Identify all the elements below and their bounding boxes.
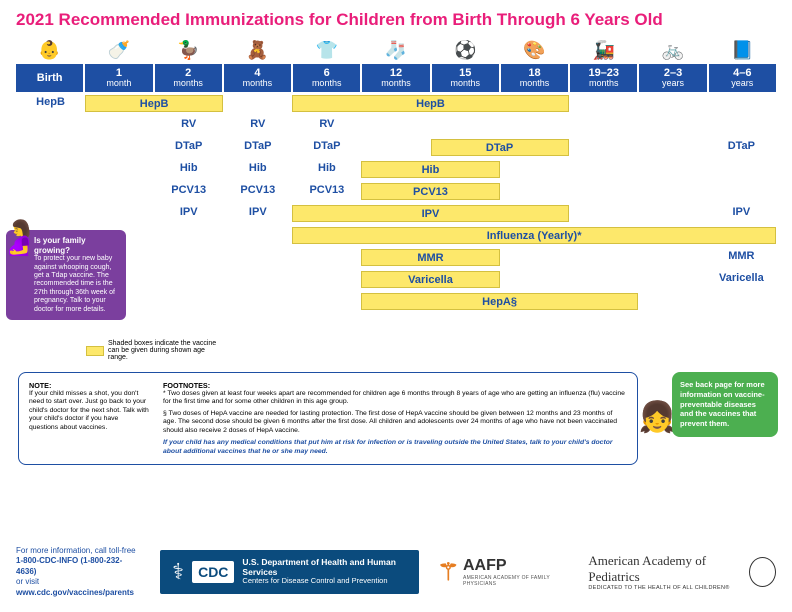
vaccine-range-bar: HepB	[85, 95, 223, 112]
age-icon: 📘	[709, 36, 776, 64]
age-label: 18months	[501, 64, 568, 92]
footnote-2: § Two doses of HepA vaccine are needed f…	[163, 410, 627, 435]
vaccine-label: DTaP	[707, 140, 776, 152]
pregnant-mom-icon: 🤰	[0, 218, 40, 258]
vaccine-schedule-chart: HepBHepBHepBRVRVRVDTaPDTaPDTaPDTaPDTaPHi…	[16, 96, 776, 326]
vaccine-range-bar: PCV13	[361, 183, 499, 200]
vaccine-label: Hib	[154, 162, 223, 174]
age-icon: 🚂	[570, 36, 637, 64]
vaccine-label: RV	[292, 118, 361, 130]
vaccine-label: MMR	[707, 250, 776, 262]
page-title: 2021 Recommended Immunizations for Child…	[0, 0, 792, 36]
cdc-badge: ⚕ CDC U.S. Department of Health and Huma…	[160, 550, 419, 594]
vaccine-range-bar: DTaP	[431, 139, 569, 156]
age-column: 👕 6months	[293, 36, 360, 92]
age-label: 1month	[85, 64, 152, 92]
age-label: Birth	[16, 64, 83, 92]
contact-info: For more information, call toll-free 1-8…	[16, 546, 142, 598]
vaccine-label: RV	[154, 118, 223, 130]
vaccine-range-bar: Influenza (Yearly)*	[292, 227, 776, 244]
vaccine-range-bar: IPV	[292, 205, 568, 222]
aap-title: American Academy of Pediatrics	[588, 553, 743, 585]
age-label: 2months	[155, 64, 222, 92]
age-column: 🎨 18months	[501, 36, 568, 92]
footer: For more information, call toll-free 1-8…	[0, 538, 792, 612]
legend-swatch	[86, 346, 104, 356]
hhs-label: U.S. Department of Health and Human Serv…	[242, 558, 407, 578]
age-column: 🧸 4months	[224, 36, 291, 92]
vaccine-label: HepB	[16, 96, 85, 108]
age-column: 🚲 2–3years	[639, 36, 706, 92]
age-column: 🍼 1month	[85, 36, 152, 92]
aap-sub: DEDICATED TO THE HEALTH OF ALL CHILDREN®	[588, 585, 743, 591]
aafp-staff-icon: ⚚	[437, 558, 459, 587]
vaccine-range-bar: Hib	[361, 161, 499, 178]
note-body: If your child misses a shot, you don't n…	[29, 390, 149, 432]
medical-note: If your child has any medical conditions…	[163, 439, 627, 456]
vaccine-range-bar: HepA§	[361, 293, 637, 310]
back-page-callout: See back page for more information on va…	[672, 372, 778, 437]
note-heading: NOTE:	[29, 381, 149, 390]
cdc-label: Centers for Disease Control and Preventi…	[242, 577, 407, 586]
age-icon: 👕	[293, 36, 360, 64]
age-label: 4months	[224, 64, 291, 92]
vaccine-range-bar: MMR	[361, 249, 499, 266]
age-icon: 👶	[16, 36, 83, 64]
age-label: 19–23months	[570, 64, 637, 92]
legend: Shaded boxes indicate the vaccine can be…	[86, 340, 218, 361]
vaccine-label: Varicella	[707, 272, 776, 284]
vaccine-label: DTaP	[154, 140, 223, 152]
vaccine-range-bar: HepB	[292, 95, 568, 112]
callout-body: To protect your new baby against whoopin…	[34, 255, 115, 312]
aap-seal-icon	[749, 557, 776, 587]
age-icon: 🧦	[362, 36, 429, 64]
age-label: 4–6years	[709, 64, 776, 92]
vaccine-label: IPV	[154, 206, 223, 218]
vaccine-label: DTaP	[292, 140, 361, 152]
vaccine-label: RV	[223, 118, 292, 130]
aafp-sub: AMERICAN ACADEMY OF FAMILY PHYSICIANS	[463, 575, 570, 587]
child-icon: 👧	[639, 400, 676, 435]
vaccine-range-bar: Varicella	[361, 271, 499, 288]
age-timeline: 👶 Birth🍼 1month🦆 2months🧸 4months👕 6mont…	[0, 36, 792, 92]
vaccine-label: IPV	[223, 206, 292, 218]
age-column: 📘 4–6years	[709, 36, 776, 92]
age-label: 15months	[432, 64, 499, 92]
legend-text: Shaded boxes indicate the vaccine can be…	[108, 340, 218, 361]
age-icon: 🦆	[155, 36, 222, 64]
vaccine-label: PCV13	[292, 184, 361, 196]
age-column: 👶 Birth	[16, 36, 83, 92]
callout-heading: Is your family growing?	[34, 236, 120, 255]
footnotes-heading: FOOTNOTES:	[163, 381, 627, 390]
vaccine-label: PCV13	[223, 184, 292, 196]
age-column: ⚽ 15months	[432, 36, 499, 92]
vaccine-label: Hib	[223, 162, 292, 174]
vaccine-label: PCV13	[154, 184, 223, 196]
hhs-seal-icon: ⚕	[172, 559, 184, 585]
age-icon: 🍼	[85, 36, 152, 64]
age-icon: 🧸	[224, 36, 291, 64]
aafp-logo-text: AAFP	[463, 557, 570, 575]
age-column: 🦆 2months	[155, 36, 222, 92]
age-icon: 🚲	[639, 36, 706, 64]
aafp-badge: ⚚ AAFP AMERICAN ACADEMY OF FAMILY PHYSIC…	[437, 557, 570, 587]
age-label: 12months	[362, 64, 429, 92]
vaccine-label: IPV	[707, 206, 776, 218]
age-icon: 🎨	[501, 36, 568, 64]
age-label: 2–3years	[639, 64, 706, 92]
vaccine-label: Hib	[292, 162, 361, 174]
age-column: 🧦 12months	[362, 36, 429, 92]
vaccine-label: DTaP	[223, 140, 292, 152]
aap-badge: American Academy of Pediatrics DEDICATED…	[588, 553, 776, 591]
footnotes-box: NOTE: If your child misses a shot, you d…	[18, 372, 638, 465]
footnote-1: * Two doses given at least four weeks ap…	[163, 390, 627, 407]
age-column: 🚂 19–23months	[570, 36, 637, 92]
cdc-logo: CDC	[192, 561, 234, 583]
age-label: 6months	[293, 64, 360, 92]
age-icon: ⚽	[432, 36, 499, 64]
